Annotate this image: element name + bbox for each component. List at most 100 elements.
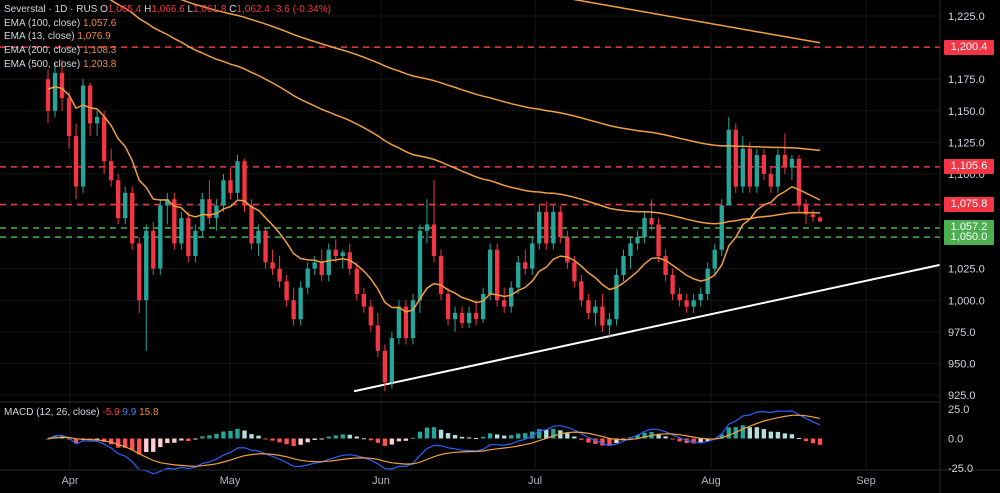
- macd-histogram-bar: [73, 438, 79, 444]
- candle-body: [151, 230, 156, 269]
- candle-body: [87, 85, 93, 124]
- ema-lines: [47, 0, 821, 313]
- macd-histogram-bar: [466, 437, 472, 439]
- candle-body: [600, 306, 605, 326]
- macd-histogram-bar: [389, 438, 395, 445]
- candle-body: [733, 129, 738, 187]
- macd-histogram-bar: [235, 428, 240, 439]
- candle-body: [305, 268, 310, 288]
- candle-body: [312, 262, 317, 269]
- candle-body: [228, 180, 233, 193]
- candle-body: [284, 281, 289, 301]
- macd-histogram-bar: [516, 433, 521, 439]
- candle-body: [277, 268, 282, 282]
- macd-histogram-bar: [158, 438, 163, 448]
- trendline: [353, 263, 941, 393]
- macd-histogram-bar: [298, 438, 303, 445]
- x-tick-label: Aug: [701, 475, 721, 487]
- candle-body: [256, 230, 261, 244]
- candle-body: [628, 243, 633, 257]
- macd-histogram-bar: [670, 438, 675, 440]
- macd-histogram-bar: [600, 438, 605, 446]
- candle-body: [130, 192, 135, 244]
- candle-body: [572, 262, 577, 282]
- x-tick-label: Jun: [372, 475, 390, 487]
- candle-body: [80, 85, 86, 187]
- macd-histogram-bar: [137, 438, 142, 455]
- candle-body: [551, 211, 556, 244]
- price-badge: 1,050.0: [944, 229, 994, 245]
- ema-500-row[interactable]: EMA (500, close) 1,203.8: [4, 58, 117, 70]
- candle-body: [123, 192, 128, 219]
- candle-body: [487, 249, 493, 294]
- candle-body: [803, 205, 809, 215]
- macd-legend[interactable]: MACD (12, 26, close) -5.9 9.9 15.8: [4, 407, 159, 418]
- candle-body: [677, 293, 682, 301]
- candle-body: [663, 256, 668, 275]
- change-value: -3.6 (-0.34%): [272, 4, 331, 15]
- open-value: 1,065.4: [107, 4, 142, 15]
- price-badge: 1,105.6: [944, 159, 994, 175]
- candle-body: [691, 300, 696, 307]
- macd-histogram-bar: [179, 438, 184, 441]
- candle-body: [480, 293, 486, 320]
- candle-body: [263, 230, 268, 263]
- macd-histogram-bar: [368, 438, 374, 441]
- y-tick-label: 1,125.0: [948, 137, 985, 149]
- candle-body: [193, 230, 198, 257]
- candle-body: [796, 158, 802, 206]
- macd-histogram-bar: [698, 438, 703, 444]
- macd-histogram-bar: [445, 433, 451, 439]
- macd-histogram-bar: [284, 438, 289, 445]
- ema-100-line: [109, 0, 821, 225]
- y-tick-label: 925.0: [948, 390, 976, 402]
- candle-body: [593, 306, 598, 313]
- ema-13-row[interactable]: EMA (13, close) 1,076.9: [4, 31, 111, 43]
- candle-body: [94, 117, 100, 124]
- macd-histogram-bar: [523, 433, 528, 439]
- y-tick-label: 1,000.0: [948, 295, 985, 307]
- macd-histogram-bar: [726, 427, 731, 439]
- macd-histogram-bar: [719, 434, 724, 439]
- indicator-legend: Severstal · 1D · RUS O1,065.4 H1,066.6 L…: [4, 3, 331, 72]
- candle-body: [537, 211, 542, 244]
- macd-histogram-bar: [579, 438, 584, 440]
- candle-body: [361, 293, 366, 307]
- ema-200-row[interactable]: EMA (200, close) 1,108.3: [4, 45, 117, 57]
- candles: [45, 60, 823, 392]
- candle-body: [621, 256, 626, 275]
- candle-body: [165, 199, 170, 206]
- candle-body: [516, 262, 521, 288]
- macd-histogram-bar: [375, 438, 381, 443]
- candle-body: [59, 72, 65, 99]
- candle-body: [712, 249, 717, 269]
- candle-body: [530, 243, 535, 269]
- symbol-label: Severstal · 1D · RUS: [4, 4, 98, 15]
- macd-histogram-bar: [249, 434, 254, 439]
- candle-body: [698, 293, 703, 301]
- y-tick-label: 975.0: [948, 327, 976, 339]
- macd-histogram-bar: [586, 438, 591, 443]
- macd-histogram-bar: [172, 438, 177, 443]
- macd-histogram-bar: [544, 429, 549, 439]
- macd-histogram-bar: [803, 438, 809, 442]
- ema-100-row[interactable]: EMA (100, close) 1,057.6: [4, 17, 117, 29]
- macd-histogram-bar: [277, 438, 282, 443]
- macd-histogram-bar: [228, 430, 233, 439]
- candle-body: [410, 300, 416, 339]
- candle-body: [754, 154, 760, 187]
- macd-tick-label: 25.0: [948, 404, 969, 416]
- macd-histogram-bar: [635, 434, 640, 439]
- signal-line: [47, 414, 821, 467]
- candle-body: [179, 218, 184, 244]
- macd-histogram-bar: [263, 438, 268, 440]
- x-tick-label: Apr: [61, 475, 78, 487]
- candle-body: [466, 312, 472, 323]
- candle-body: [768, 173, 774, 187]
- macd-tick-label: 0.0: [948, 434, 963, 446]
- macd-histogram-bar: [424, 427, 430, 439]
- candle-body: [789, 158, 795, 168]
- macd-histogram-bar: [319, 438, 324, 440]
- macd-histogram-bar: [130, 438, 135, 451]
